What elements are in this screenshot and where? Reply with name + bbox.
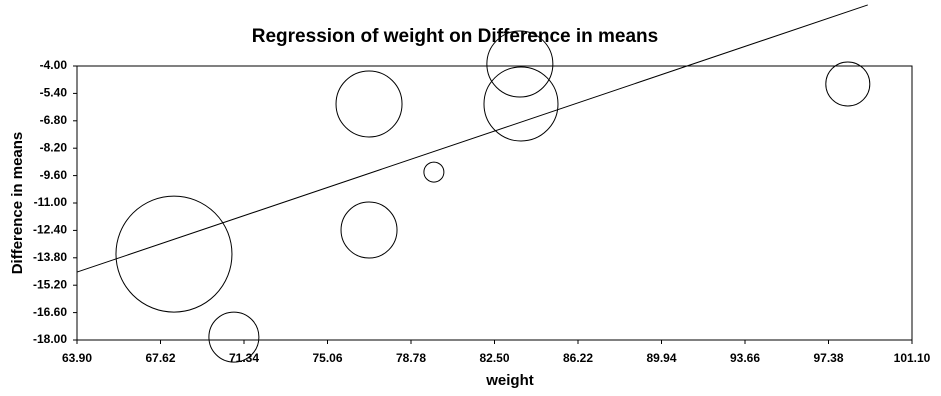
y-tick-label: -5.40 <box>40 86 68 100</box>
bubble <box>335 70 403 138</box>
y-tick-label: -13.80 <box>33 250 67 264</box>
y-tick-label: -12.40 <box>33 223 67 237</box>
y-tick-label: -11.00 <box>34 195 68 209</box>
x-tick-label: 97.38 <box>813 351 843 365</box>
y-tick-label: -16.60 <box>33 305 67 319</box>
x-tick-label: 101.10 <box>894 351 931 365</box>
bubble <box>423 161 445 183</box>
bubble <box>483 66 559 142</box>
bubble <box>825 61 871 107</box>
x-tick-label: 93.66 <box>730 351 760 365</box>
bubble <box>115 195 233 313</box>
x-tick-label: 63.90 <box>62 351 92 365</box>
x-tick-label: 75.06 <box>312 351 342 365</box>
x-tick-label: 78.78 <box>396 351 426 365</box>
y-tick-label: -9.60 <box>40 168 68 182</box>
x-tick-label: 71.34 <box>229 351 259 365</box>
bubble <box>208 311 260 363</box>
chart-title: Regression of weight on Difference in me… <box>252 26 658 47</box>
y-tick-label: -15.20 <box>33 277 67 291</box>
y-tick-label: -8.20 <box>40 140 68 154</box>
y-axis-label: Difference in means <box>9 132 26 275</box>
x-axis-label: weight <box>485 372 534 389</box>
y-tick-label: -4.00 <box>40 58 68 72</box>
bubble <box>340 201 398 259</box>
x-tick-label: 89.94 <box>646 351 676 365</box>
x-tick-label: 86.22 <box>563 351 593 365</box>
bubble <box>486 30 554 98</box>
x-tick-label: 82.50 <box>479 351 509 365</box>
regression-line <box>76 4 868 273</box>
y-tick-label: -18.00 <box>33 332 67 346</box>
y-tick-label: -6.80 <box>40 113 68 127</box>
x-tick-label: 67.62 <box>145 351 175 365</box>
